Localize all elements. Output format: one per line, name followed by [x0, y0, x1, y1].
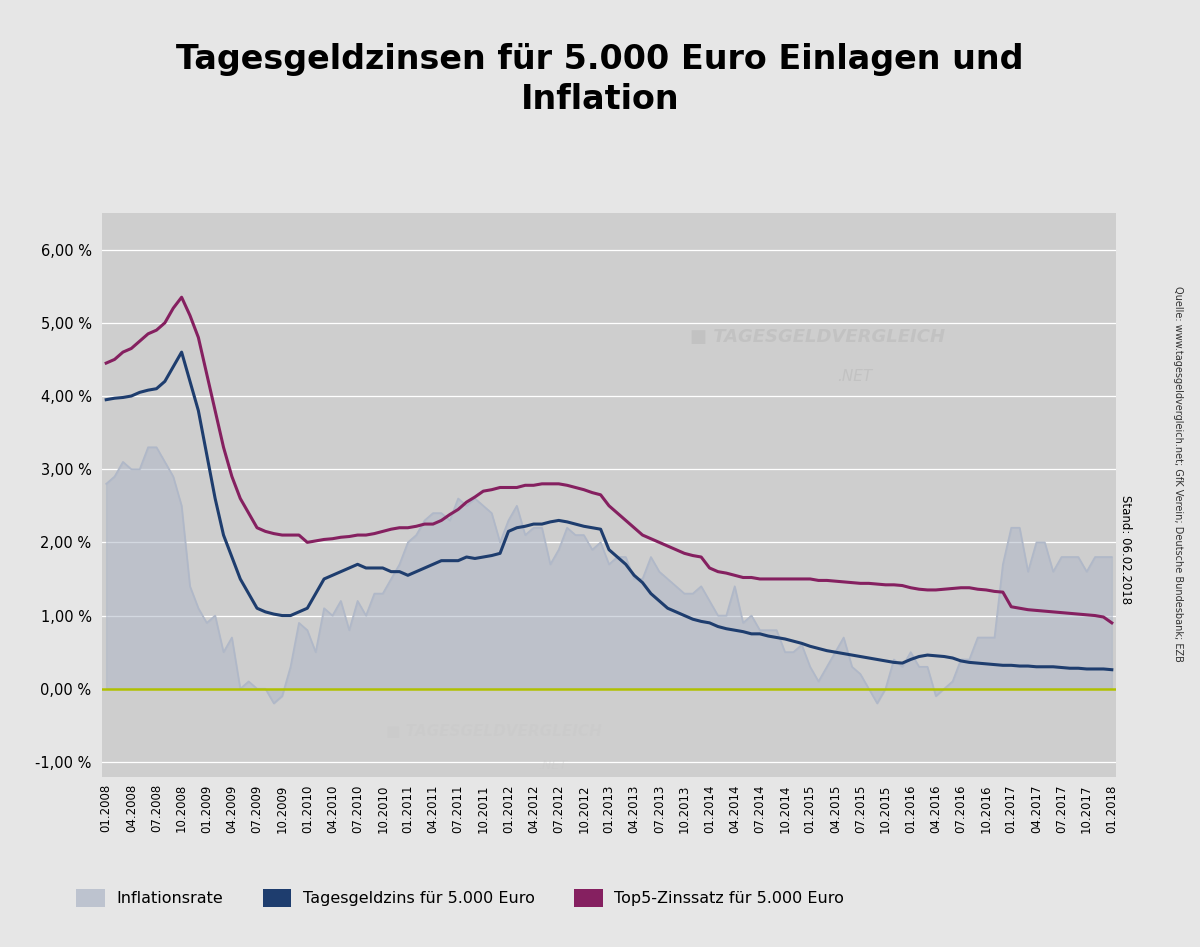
Text: .NET: .NET	[838, 369, 872, 384]
Text: Stand: 06.02.2018: Stand: 06.02.2018	[1120, 494, 1132, 604]
Text: ■ TAGESGELDVERGLEICH: ■ TAGESGELDVERGLEICH	[386, 724, 601, 739]
Text: ■ TAGESGELDVERGLEICH: ■ TAGESGELDVERGLEICH	[690, 328, 946, 346]
Text: Quelle: www.tagesgeldvergleich.net; GfK Verein; Deutsche Bundesbank; EZB: Quelle: www.tagesgeldvergleich.net; GfK …	[1174, 286, 1183, 661]
Text: .NET: .NET	[538, 759, 566, 772]
Text: Tagesgeldzinsen für 5.000 Euro Einlagen und
Inflation: Tagesgeldzinsen für 5.000 Euro Einlagen …	[176, 43, 1024, 116]
Legend: Inflationsrate, Tagesgeldzins für 5.000 Euro, Top5-Zinssatz für 5.000 Euro: Inflationsrate, Tagesgeldzins für 5.000 …	[68, 881, 852, 916]
